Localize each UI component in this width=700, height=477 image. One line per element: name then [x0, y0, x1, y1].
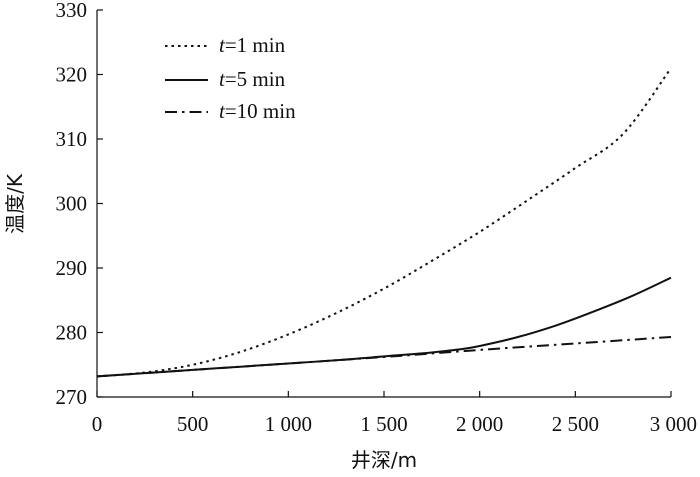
x-ticks: 0 500 1 000 1 500 2 000 2 500 3 000 [92, 391, 697, 436]
axes [96, 10, 671, 398]
y-ticks: 270 280 290 300 310 320 330 [56, 0, 103, 409]
y-tick-label: 270 [56, 385, 88, 409]
y-tick-label: 280 [56, 321, 88, 345]
series-line-2 [96, 336, 672, 378]
legend-label-0: t=1 min [219, 33, 286, 57]
legend-label-2: t=10 min [219, 99, 296, 123]
y-tick-label: 310 [56, 127, 88, 151]
x-tick-label: 1 500 [360, 412, 407, 436]
series-line-0 [96, 67, 672, 378]
legend-label-rest: =10 min [225, 99, 296, 123]
x-tick-label: 3 000 [650, 412, 697, 436]
x-tick-label: 500 [177, 412, 209, 436]
y-tick-label: 330 [56, 0, 88, 22]
legend-label-italic: t [219, 33, 226, 57]
x-axis-title: 井深/m [351, 448, 417, 472]
y-axis-title: 温度/K [3, 173, 27, 234]
x-tick-label: 2 000 [456, 412, 503, 436]
x-tick-label: 1 000 [265, 412, 312, 436]
legend-label-rest: =1 min [225, 33, 286, 57]
x-tick-label: 2 500 [552, 412, 599, 436]
y-tick-label: 290 [56, 256, 88, 280]
series-line-1 [96, 276, 672, 378]
series [96, 67, 672, 378]
legend-label-italic: t [219, 67, 226, 91]
legend-label-1: t=5 min [219, 67, 286, 91]
x-tick-label: 0 [92, 412, 103, 436]
y-tick-label: 300 [56, 192, 88, 216]
legend-label-italic: t [219, 99, 226, 123]
legend-label-rest: =5 min [225, 67, 286, 91]
y-tick-label: 320 [56, 63, 88, 87]
